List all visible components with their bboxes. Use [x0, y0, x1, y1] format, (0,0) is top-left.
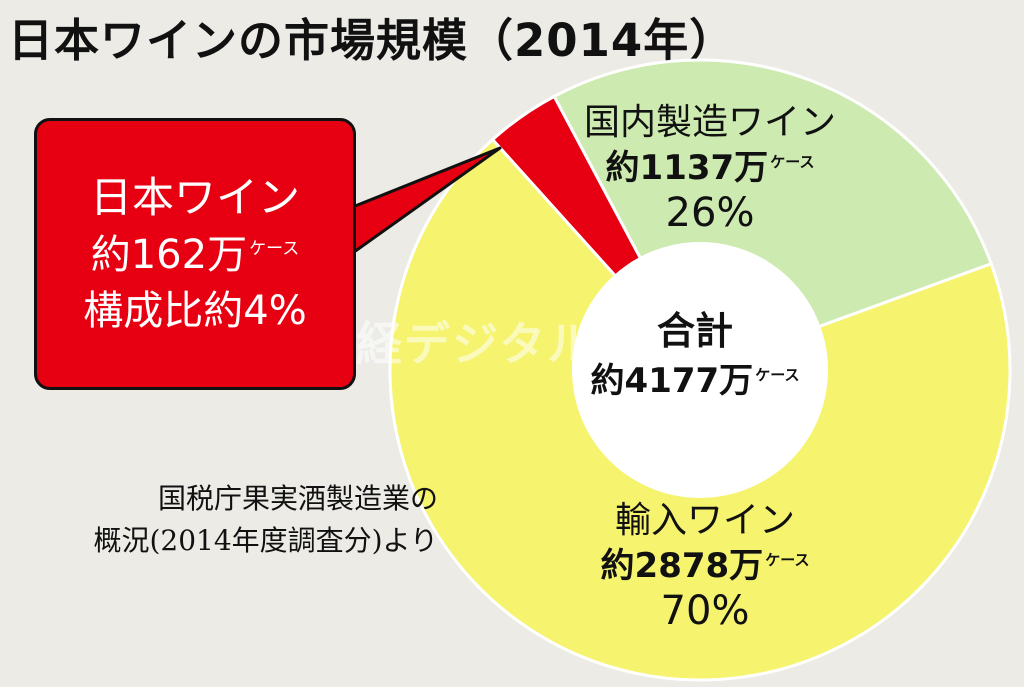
domestic-amount-line: 約1137万 ケース: [560, 146, 860, 190]
total-name: 合計: [656, 309, 733, 353]
total-amount: 約4177万: [590, 361, 754, 401]
source-line-1: 国税庁果実酒製造業の: [157, 482, 438, 515]
chart-title: 日本ワインの市場規模（2014年）: [8, 14, 736, 67]
total-label: 合計 約4177万 ケース: [575, 305, 815, 405]
callout-amount-line: 約162万 ケース: [37, 227, 353, 283]
import-label: 輸入ワイン 約2878万 ケース 70%: [555, 498, 855, 634]
source-line-2: 概況(2014年度調査分)より: [93, 524, 438, 557]
domestic-name: 国内製造ワイン: [583, 102, 836, 143]
domestic-percent: 26%: [665, 190, 755, 236]
callout-name: 日本ワイン: [89, 173, 300, 222]
domestic-amount: 約1137万: [605, 148, 769, 188]
domestic-label: 国内製造ワイン 約1137万 ケース 26%: [560, 100, 860, 236]
japan-wine-callout: 日本ワイン 約162万 ケース 構成比約4%: [34, 118, 356, 390]
callout-amount: 約162万: [90, 232, 248, 278]
import-amount: 約2878万: [600, 546, 764, 586]
callout-share: 構成比約4%: [83, 288, 307, 334]
source-note: 国税庁果実酒製造業の 概況(2014年度調査分)より: [18, 478, 438, 562]
import-name: 輸入ワイン: [614, 500, 795, 541]
import-percent: 70%: [660, 588, 750, 634]
total-amount-line: 約4177万 ケース: [575, 357, 815, 405]
center-hole: [572, 242, 828, 498]
domestic-unit: ケース: [770, 153, 815, 171]
total-unit: ケース: [755, 366, 800, 384]
import-amount-line: 約2878万 ケース: [555, 544, 855, 588]
import-unit: ケース: [765, 551, 810, 569]
callout-unit: ケース: [249, 239, 300, 259]
